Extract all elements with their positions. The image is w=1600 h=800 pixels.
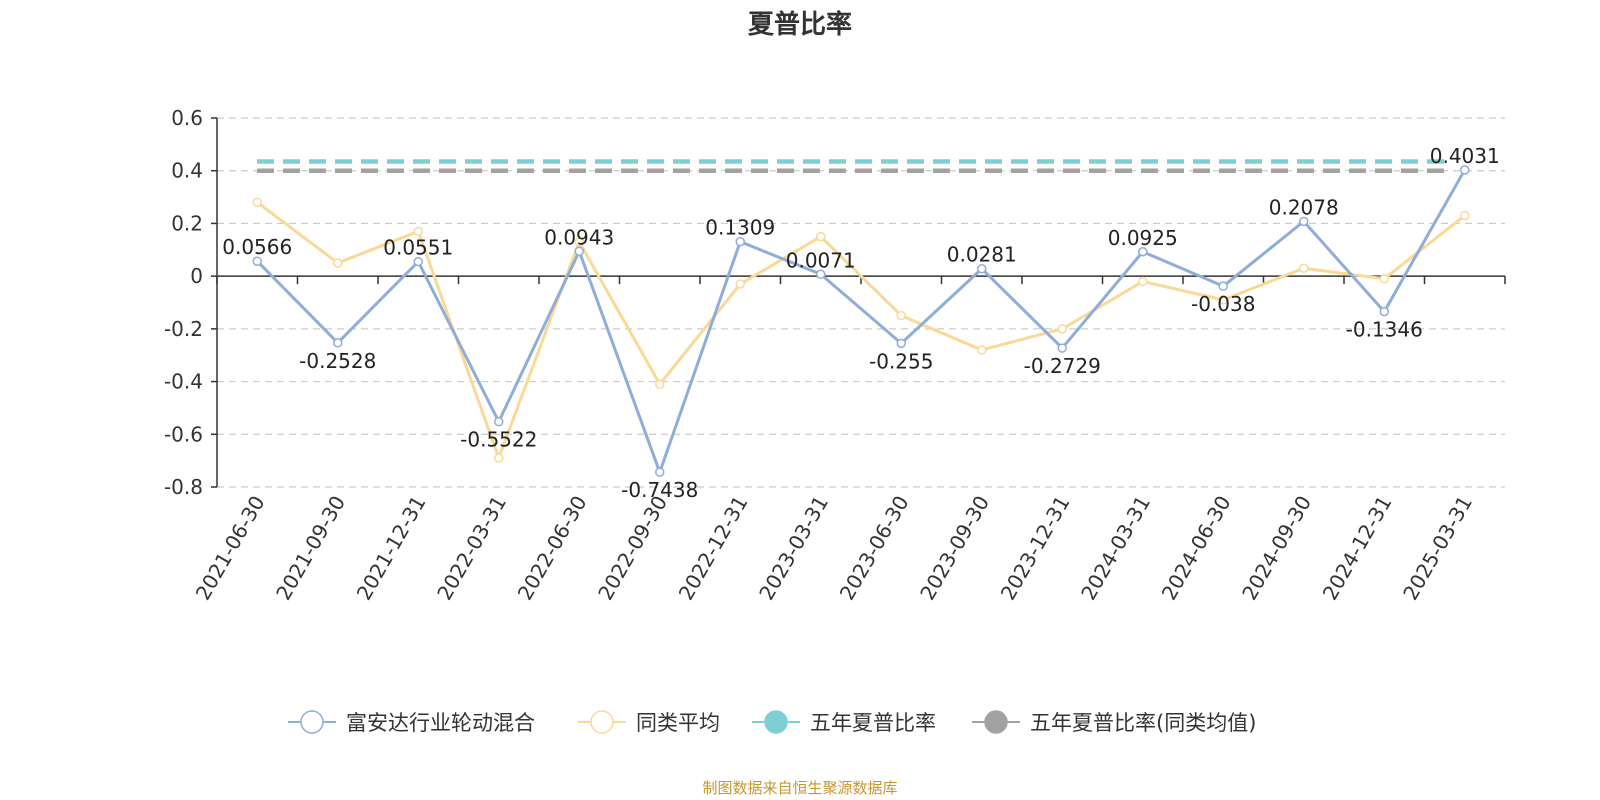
x-tick-label: 2022-12-31: [674, 492, 753, 605]
fund-point: [1218, 281, 1228, 291]
data-label: -0.2528: [299, 349, 376, 373]
average-point: [574, 237, 584, 247]
y-tick-label: 0.2: [171, 211, 203, 235]
fund-point: [333, 338, 343, 348]
data-label: 0.0281: [947, 243, 1017, 267]
series-group: [252, 165, 1470, 477]
x-tick-label: 2021-12-31: [352, 492, 431, 605]
x-tick-label: 2021-06-30: [191, 492, 270, 605]
y-tick-label: -0.6: [164, 422, 203, 446]
average-point: [1218, 295, 1228, 305]
legend-marker: [590, 710, 614, 734]
fund-point: [1299, 216, 1309, 227]
fund-point: [1460, 165, 1470, 175]
data-label: 0.0943: [544, 225, 614, 249]
legend-marker: [764, 710, 788, 734]
data-label: -0.7438: [621, 478, 698, 502]
fund-point: [816, 269, 826, 280]
legend-label: 同类平均: [636, 711, 720, 735]
y-tick-label: 0.4: [171, 159, 203, 183]
data-label: 0.0925: [1108, 226, 1178, 250]
data-label: 0.0071: [786, 248, 856, 272]
legend-label: 五年夏普比率(同类均值): [1030, 711, 1256, 735]
data-label: 0.0551: [383, 236, 453, 260]
average-point: [252, 197, 262, 208]
data-label: -0.038: [1191, 292, 1255, 316]
y-tick-label: 0.6: [171, 106, 203, 130]
average-point: [1057, 324, 1067, 334]
grid-lines: [217, 117, 1505, 488]
data-label: -0.1346: [1346, 318, 1423, 342]
data-label: 0.2078: [1269, 195, 1339, 219]
y-tick-label: -0.2: [164, 317, 203, 341]
fund-point: [494, 416, 504, 427]
legend[interactable]: 富安达行业轮动混合 同类平均 五年夏普比率 五年夏普比率(同类均值): [288, 710, 1256, 735]
data-labels: 0.0566 -0.2528 0.0551 -0.5522 0.0943 -0.7438 0…: [222, 144, 1499, 502]
fund-point: [1138, 247, 1148, 257]
average-point: [413, 226, 423, 237]
x-tick-label: 2024-09-30: [1237, 492, 1316, 605]
average-point: [896, 310, 906, 321]
average-point: [1460, 210, 1470, 221]
legend-label: 五年夏普比率: [810, 711, 936, 735]
average-point: [333, 258, 343, 268]
x-tick-label: 2024-12-31: [1318, 492, 1397, 605]
fund-point: [977, 263, 987, 274]
fund-point: [252, 256, 262, 266]
legend-item-2[interactable]: 同类平均: [578, 710, 720, 735]
average-point: [735, 279, 745, 289]
legend-marker: [984, 710, 1008, 734]
x-tick-label: 2024-03-31: [1076, 492, 1155, 605]
y-tick-label: 0: [190, 264, 203, 288]
x-tick-label: 2021-09-30: [271, 492, 350, 605]
reference-lines: [257, 159, 1445, 173]
data-label: -0.5522: [460, 428, 537, 452]
fund-point: [413, 256, 423, 267]
y-tick-label: -0.4: [164, 370, 203, 394]
data-label: -0.255: [869, 349, 933, 373]
x-tick-label: 2023-09-30: [915, 492, 994, 605]
x-tick-label: 2023-12-31: [996, 492, 1075, 605]
data-label: 0.1309: [705, 216, 775, 240]
average-point: [1379, 274, 1389, 284]
average-point: [1138, 276, 1148, 287]
legend-item-1[interactable]: 富安达行业轮动混合: [288, 710, 535, 735]
fund-point: [1379, 306, 1389, 317]
fund-point: [574, 246, 584, 257]
data-label: -0.2729: [1024, 354, 1101, 378]
chart-title: 夏普比率: [748, 9, 852, 40]
x-tick-label: 2022-03-31: [432, 492, 511, 605]
legend-item-4[interactable]: 五年夏普比率(同类均值): [972, 710, 1256, 735]
x-tick-label: 2022-06-30: [513, 492, 592, 605]
fund-series-line: [256, 169, 1467, 474]
average-point: [494, 453, 504, 463]
fund-point: [655, 467, 665, 477]
x-tick-label: 2023-03-31: [754, 492, 833, 605]
x-tick-label: 2025-03-31: [1398, 492, 1477, 605]
average-point: [1299, 263, 1309, 273]
average-point: [977, 345, 987, 355]
legend-item-3[interactable]: 五年夏普比率: [752, 710, 936, 735]
legend-marker: [300, 710, 324, 734]
fund-point: [896, 338, 906, 349]
fund-point: [735, 236, 745, 247]
average-point: [655, 379, 665, 389]
data-label: 0.4031: [1430, 144, 1500, 168]
x-tick-label: 2023-06-30: [835, 492, 914, 605]
y-tick-label: -0.8: [164, 475, 203, 499]
x-tick-label: 2024-06-30: [1157, 492, 1236, 605]
legend-label: 富安达行业轮动混合: [346, 711, 535, 735]
data-label: 0.0566: [222, 235, 292, 259]
average-point: [816, 231, 826, 242]
source-note: 制图数据来自恒生聚源数据库: [702, 779, 897, 797]
x-tick-label: 2022-09-30: [593, 492, 672, 605]
fund-point: [1057, 343, 1067, 353]
